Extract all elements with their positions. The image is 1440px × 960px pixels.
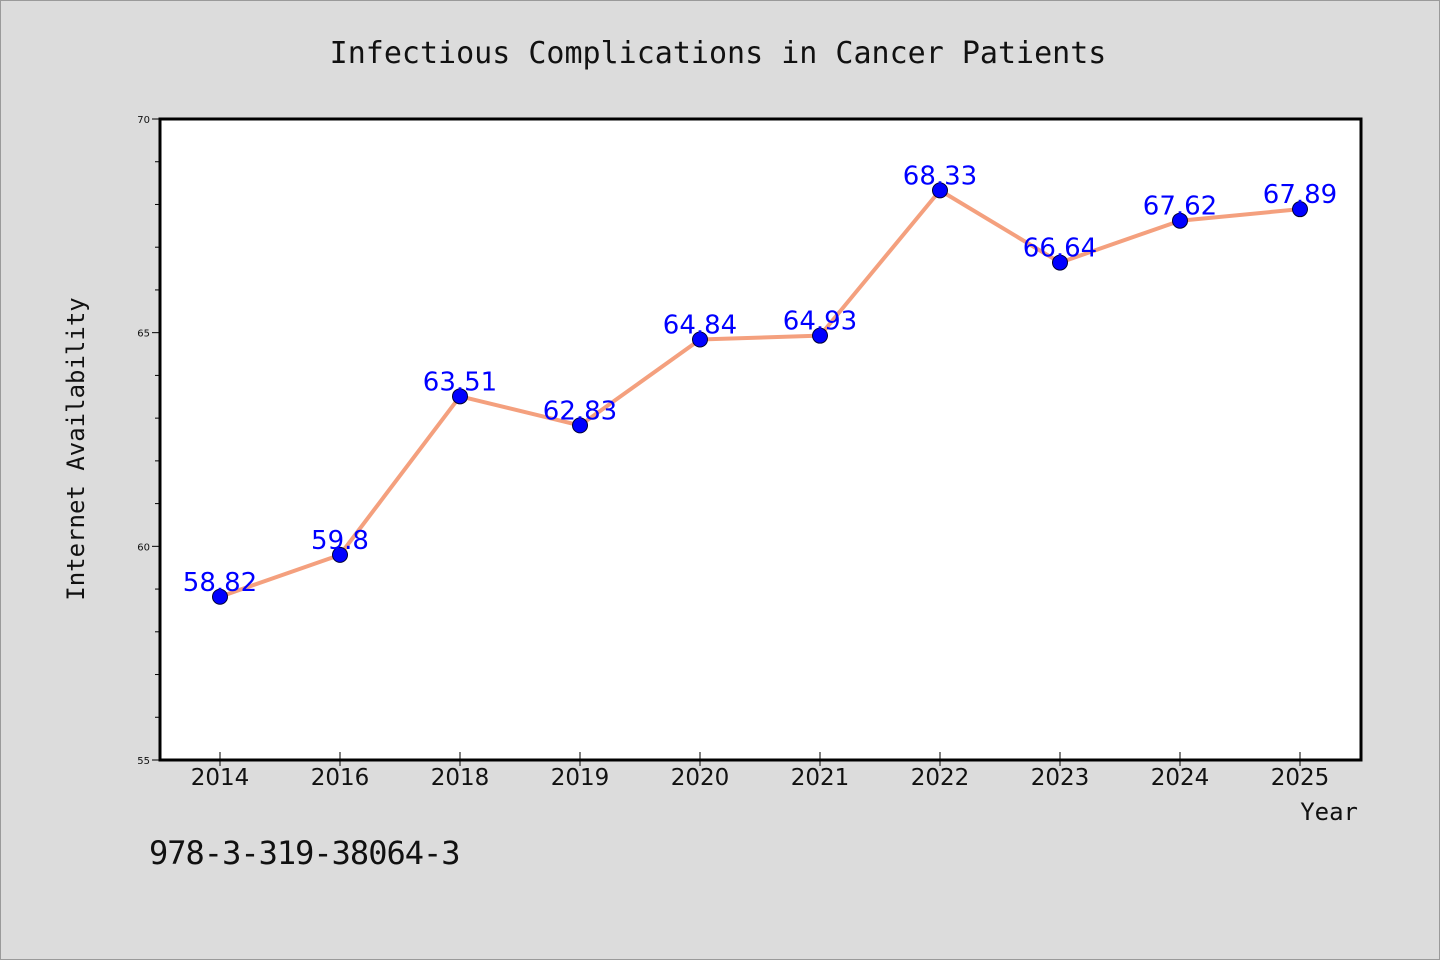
footnote-isbn: 978-3-319-38064-3	[149, 834, 461, 872]
data-label: 64.84	[663, 311, 737, 341]
x-tick-label: 2020	[671, 765, 730, 791]
y-tick-label: 55	[137, 756, 150, 767]
x-tick-label: 2022	[911, 765, 970, 791]
x-tick-label: 2014	[191, 765, 250, 791]
data-labels: 58.82 59.8 63.51 62.83 64.84 64.93 68.33 66.64 6…	[183, 161, 1337, 597]
x-tick-label: 2019	[551, 765, 610, 791]
data-point	[812, 327, 828, 344]
chart-title: Infectious Complications in Cancer Patie…	[330, 36, 1107, 71]
x-tick-label: 2018	[431, 765, 490, 791]
plot-border	[158, 117, 1363, 762]
y-tick-label: 65	[137, 329, 150, 340]
data-label: 66.64	[1023, 234, 1097, 264]
data-label: 68.33	[903, 161, 977, 191]
series-layer	[212, 182, 1308, 605]
axis-ticks: 2014 2016 2018 2019 2020 2021 2022 2023 2024 2025…	[137, 115, 1329, 791]
data-label: 64.93	[783, 307, 857, 337]
data-point	[572, 417, 588, 434]
x-tick-label: 2021	[791, 765, 850, 791]
data-point	[452, 388, 468, 405]
data-label: 59.8	[311, 526, 369, 556]
data-point	[1052, 254, 1068, 271]
x-tick-label: 2025	[1271, 765, 1330, 791]
series-line	[219, 188, 1301, 599]
data-label: 67.89	[1263, 180, 1337, 210]
x-axis-title: Year	[1300, 798, 1358, 826]
y-axis-title: Internet Availability	[62, 297, 90, 600]
data-point	[932, 182, 948, 199]
data-point	[212, 588, 228, 605]
y-tick-label: 70	[137, 115, 150, 126]
data-label: 58.82	[183, 568, 257, 598]
data-label: 62.83	[543, 396, 617, 426]
x-tick-label: 2016	[311, 765, 370, 791]
data-point	[332, 546, 348, 563]
y-tick-label: 60	[137, 542, 150, 553]
data-point	[1292, 201, 1308, 218]
x-tick-label: 2024	[1151, 765, 1210, 791]
data-point	[692, 331, 708, 348]
data-point	[1172, 212, 1188, 229]
data-label: 63.51	[423, 367, 497, 397]
data-label: 67.62	[1143, 192, 1217, 222]
x-tick-label: 2023	[1031, 765, 1090, 791]
